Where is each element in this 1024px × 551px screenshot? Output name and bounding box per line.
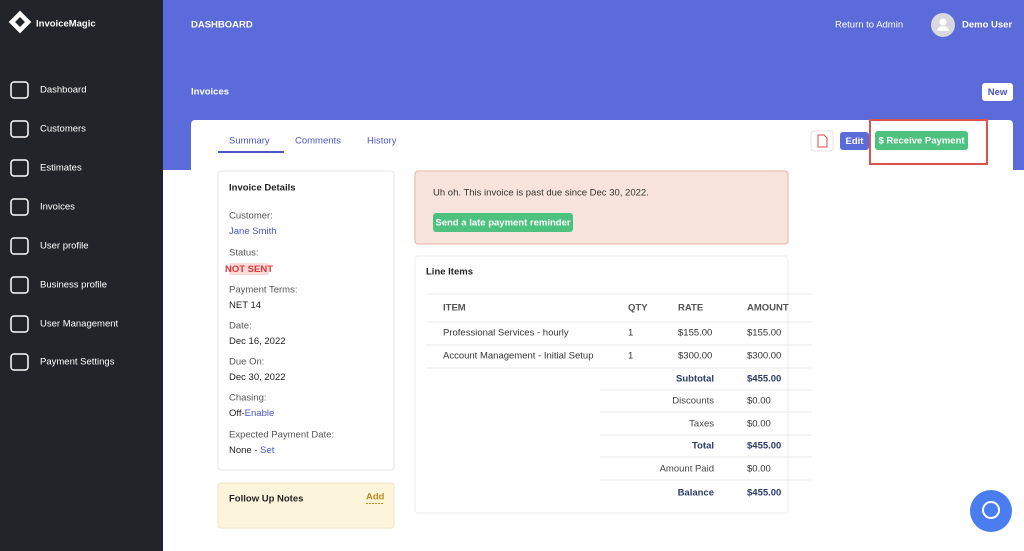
brand[interactable]: InvoiceMagic — [36, 19, 96, 30]
total-label: Taxes — [689, 419, 714, 430]
table-cell: $300.00 — [678, 351, 712, 362]
status-badge-label: NOT SENT — [225, 264, 273, 275]
nav-item[interactable]: Invoices — [40, 202, 75, 213]
field-label: Due On: — [229, 357, 264, 368]
sidebar — [0, 0, 163, 551]
field-value: Dec 30, 2022 — [229, 372, 286, 383]
column-header: ITEM — [443, 303, 466, 314]
nav-icon — [10, 81, 29, 99]
field-value-text: NET 14 — [229, 300, 261, 311]
total-value: $455.00 — [747, 488, 781, 499]
chat-button[interactable] — [970, 490, 1012, 532]
active-tab-underline — [218, 151, 284, 153]
table-cell: Professional Services - hourly — [443, 328, 569, 339]
field-value: Off-Enable — [229, 408, 274, 419]
chat-icon — [982, 501, 1000, 519]
nav-item[interactable]: Payment Settings — [40, 357, 115, 368]
nav-icon — [10, 353, 29, 371]
receive-payment-label[interactable]: $ Receive Payment — [878, 136, 965, 147]
nav-item[interactable]: Business profile — [40, 280, 107, 291]
tab[interactable]: Summary — [229, 136, 270, 147]
total-label: Subtotal — [676, 374, 714, 385]
column-header: RATE — [678, 303, 703, 314]
field-value-text: None - — [229, 445, 260, 456]
nav-icon — [10, 315, 29, 333]
total-value: $0.00 — [747, 396, 771, 407]
new-button-label[interactable]: New — [988, 87, 1008, 98]
field-link[interactable]: Set — [260, 445, 275, 456]
details-card — [217, 170, 395, 471]
field-link[interactable]: Enable — [245, 408, 275, 419]
highlight-box — [869, 119, 988, 165]
tab[interactable]: Comments — [295, 136, 341, 147]
field-value-text: Off- — [229, 408, 245, 419]
nav-item[interactable]: Customers — [40, 124, 86, 135]
follow-up-add[interactable]: Add — [366, 492, 385, 503]
table-cell: $300.00 — [747, 351, 781, 362]
field-value: Dec 16, 2022 — [229, 336, 286, 347]
details-title: Invoice Details — [229, 183, 296, 194]
field-label: Customer: — [229, 211, 273, 222]
table-cell: $155.00 — [678, 328, 712, 339]
field-label: Date: — [229, 321, 252, 332]
field-label: Payment Terms: — [229, 285, 297, 296]
total-label: Balance — [678, 488, 714, 499]
field-value: NET 14 — [229, 300, 261, 311]
follow-up-card — [217, 482, 395, 529]
nav-item[interactable]: User profile — [40, 241, 89, 252]
table-cell: 1 — [628, 351, 633, 362]
table-cell: $155.00 — [747, 328, 781, 339]
nav-icon — [10, 159, 29, 177]
nav-icon — [10, 198, 29, 216]
status-badge — [229, 263, 269, 275]
total-label: Discounts — [672, 396, 714, 407]
total-value: $0.00 — [747, 419, 771, 430]
page-title: Invoices — [191, 87, 229, 98]
field-value-text: Dec 30, 2022 — [229, 372, 286, 383]
column-header: AMOUNT — [747, 303, 789, 314]
nav-icon — [10, 237, 29, 255]
return-link[interactable]: Return to Admin — [835, 20, 903, 31]
field-label: Status: — [229, 248, 259, 259]
reminder-button-label[interactable]: Send a late payment reminder — [435, 218, 570, 229]
pdf-icon — [817, 134, 828, 148]
table-cell: Account Management - Initial Setup — [443, 351, 594, 362]
avatar-body — [937, 26, 949, 31]
field-label: Chasing: — [229, 393, 267, 404]
nav-item[interactable]: Estimates — [40, 163, 82, 174]
line-items-title: Line Items — [426, 267, 473, 278]
column-header: QTY — [628, 303, 648, 314]
avatar-head — [939, 18, 947, 26]
receive-payment-button[interactable] — [875, 131, 968, 150]
reminder-button[interactable] — [433, 213, 573, 232]
user-name[interactable]: Demo User — [962, 20, 1012, 31]
tab[interactable]: History — [367, 136, 397, 147]
nav-item[interactable]: Dashboard — [40, 85, 86, 96]
pdf-button[interactable] — [810, 130, 834, 152]
total-label: Total — [692, 441, 714, 452]
total-value: $455.00 — [747, 374, 781, 385]
edit-button[interactable] — [840, 132, 869, 150]
new-button[interactable] — [982, 83, 1013, 101]
alert-box — [414, 170, 789, 245]
section-title: DASHBOARD — [191, 20, 253, 31]
field-value: Jane Smith — [229, 226, 277, 237]
nav-item[interactable]: User Management — [40, 319, 119, 330]
field-value-text: Dec 16, 2022 — [229, 336, 286, 347]
field-link[interactable]: Jane Smith — [229, 226, 277, 237]
line-items-card — [414, 255, 789, 514]
nav-icon — [10, 276, 29, 294]
alert-message: Uh oh. This invoice is past due since De… — [433, 188, 649, 199]
follow-up-title: Follow Up Notes — [229, 494, 303, 505]
edit-button-label[interactable]: Edit — [846, 136, 865, 147]
field-label: Expected Payment Date: — [229, 430, 334, 441]
table-cell: 1 — [628, 328, 633, 339]
nav-icon — [10, 120, 29, 138]
field-value: None - Set — [229, 445, 275, 456]
total-value: $455.00 — [747, 441, 781, 452]
total-value: $0.00 — [747, 464, 771, 475]
total-label: Amount Paid — [660, 464, 714, 475]
